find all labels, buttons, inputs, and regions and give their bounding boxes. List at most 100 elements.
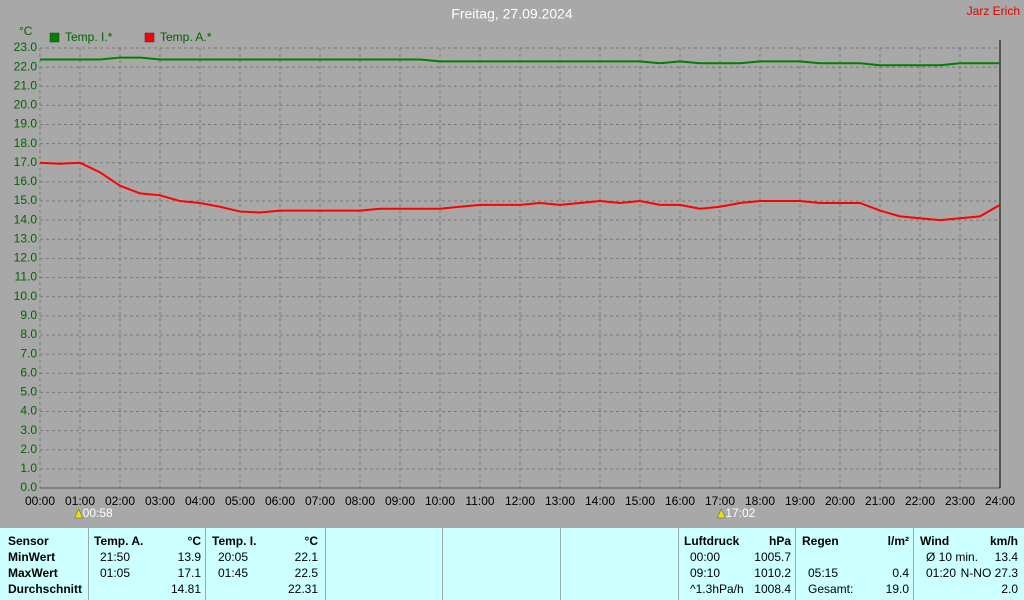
y-tick-label: 5.0 bbox=[20, 385, 37, 399]
x-tick-label: 14:00 bbox=[585, 494, 615, 508]
x-tick-label: 15:00 bbox=[625, 494, 655, 508]
x-tick-label: 01:00 bbox=[65, 494, 95, 508]
y-tick-label: 18.0 bbox=[14, 136, 38, 150]
y-tick-label: 1.0 bbox=[20, 461, 37, 475]
y-tick-label: 0.0 bbox=[20, 480, 37, 494]
table-cell: 00:00 bbox=[690, 550, 721, 564]
annotation-label: 17:02 bbox=[725, 506, 755, 520]
y-tick-label: 20.0 bbox=[14, 98, 38, 112]
column-divider bbox=[205, 528, 206, 600]
y-tick-label: 3.0 bbox=[20, 423, 37, 437]
table-cell: 2.0 bbox=[1001, 582, 1018, 596]
annotation-label: 00:58 bbox=[83, 506, 113, 520]
annotation-icon bbox=[716, 508, 726, 519]
x-tick-label: 24:00 bbox=[985, 494, 1015, 508]
x-tick-label: 06:00 bbox=[265, 494, 295, 508]
legend-swatch bbox=[49, 32, 60, 43]
table-cell: 20:05 bbox=[218, 550, 249, 564]
table-cell: l/m² bbox=[887, 534, 909, 548]
table-cell: °C bbox=[304, 534, 318, 548]
table-cell: 05:15 bbox=[808, 566, 839, 580]
table-cell: ^1.3hPa/h bbox=[690, 582, 744, 596]
x-tick-label: 07:00 bbox=[305, 494, 335, 508]
annotation-icon bbox=[74, 508, 84, 519]
x-tick-label: 00:00 bbox=[25, 494, 55, 508]
table-cell: 13.4 bbox=[994, 550, 1018, 564]
table-cell: 1005.7 bbox=[754, 550, 791, 564]
y-tick-label: 15.0 bbox=[14, 193, 38, 207]
table-cell: Regen bbox=[802, 534, 839, 548]
table-cell: 0.4 bbox=[892, 566, 909, 580]
table-cell: 22.1 bbox=[294, 550, 318, 564]
legend-swatch bbox=[144, 32, 155, 43]
y-tick-label: 17.0 bbox=[14, 155, 38, 169]
x-tick-label: 12:00 bbox=[505, 494, 535, 508]
y-tick-label: 19.0 bbox=[14, 117, 38, 131]
column-divider bbox=[913, 528, 914, 600]
table-cell: 19.0 bbox=[885, 582, 909, 596]
y-tick-label: 21.0 bbox=[14, 78, 38, 92]
table-cell: Ø 10 min. bbox=[926, 550, 979, 564]
table-cell: 14.81 bbox=[170, 582, 201, 596]
x-tick-label: 05:00 bbox=[225, 494, 255, 508]
table-cell: Durchschnitt bbox=[8, 582, 83, 596]
x-tick-label: 23:00 bbox=[945, 494, 975, 508]
x-tick-label: 16:00 bbox=[665, 494, 695, 508]
y-tick-label: 16.0 bbox=[14, 174, 38, 188]
table-cell: 13.9 bbox=[177, 550, 201, 564]
table-cell: 22.5 bbox=[294, 566, 318, 580]
y-tick-label: 14.0 bbox=[14, 212, 38, 226]
series-line bbox=[39, 161, 1001, 222]
y-tick-label: 7.0 bbox=[20, 346, 37, 360]
table-cell: °C bbox=[187, 534, 201, 548]
y-tick-label: 8.0 bbox=[20, 327, 37, 341]
y-tick-label: 6.0 bbox=[20, 365, 37, 379]
y-tick-label: 23.0 bbox=[14, 40, 38, 54]
x-tick-label: 10:00 bbox=[425, 494, 455, 508]
table-cell: km/h bbox=[989, 534, 1018, 548]
table-cell: 22.31 bbox=[287, 582, 318, 596]
x-tick-label: 17:00 bbox=[705, 494, 735, 508]
y-tick-label: 2.0 bbox=[20, 442, 37, 456]
table-cell: 01:20 bbox=[926, 566, 957, 580]
column-divider bbox=[442, 528, 443, 600]
table-cell: Wind bbox=[920, 534, 950, 548]
chart: Freitag, 27.09.2024 Jarz Erich °C 0.0 1.0… bbox=[14, 4, 1020, 520]
x-tick-label: 08:00 bbox=[345, 494, 375, 508]
table-cell: 21:50 bbox=[100, 550, 131, 564]
table-cell: hPa bbox=[768, 534, 791, 548]
table-cell: Sensor bbox=[8, 534, 49, 548]
y-tick-label: 4.0 bbox=[20, 404, 37, 418]
x-tick-label: 19:00 bbox=[785, 494, 815, 508]
author: Jarz Erich bbox=[967, 4, 1020, 18]
table-cell: Temp. I. bbox=[212, 534, 257, 548]
table-cell: 01:45 bbox=[218, 566, 249, 580]
series-line bbox=[40, 56, 1000, 67]
table-cell: N-NO 27.3 bbox=[960, 566, 1018, 580]
table-cell: Luftdruck bbox=[684, 534, 740, 548]
table-cell: 01:05 bbox=[100, 566, 131, 580]
y-tick-label: 22.0 bbox=[14, 59, 38, 73]
y-tick-label: 13.0 bbox=[14, 231, 38, 245]
x-tick-label: 13:00 bbox=[545, 494, 575, 508]
x-tick-label: 20:00 bbox=[825, 494, 855, 508]
y-tick-label: 12.0 bbox=[14, 251, 38, 265]
table-cell: Temp. A. bbox=[94, 534, 144, 548]
y-tick-label: 11.0 bbox=[15, 270, 38, 284]
column-divider bbox=[325, 528, 326, 600]
y-tick-label: 9.0 bbox=[20, 308, 37, 322]
x-tick-label: 04:00 bbox=[185, 494, 215, 508]
x-tick-label: 02:00 bbox=[105, 494, 135, 508]
y-tick-label: 10.0 bbox=[14, 289, 38, 303]
table-cell: 1010.2 bbox=[754, 566, 791, 580]
x-tick-label: 09:00 bbox=[385, 494, 415, 508]
x-tick-label: 11:00 bbox=[465, 494, 494, 508]
table-cell: 17.1 bbox=[177, 566, 201, 580]
table-cell: 09:10 bbox=[690, 566, 721, 580]
column-divider bbox=[88, 528, 89, 600]
legend-label: Temp. I.* bbox=[65, 30, 113, 44]
column-divider bbox=[678, 528, 679, 600]
table-cell: 1008.4 bbox=[754, 582, 791, 596]
stats-table: Sensor MinWert MaxWert Durchschnitt Temp. A.… bbox=[0, 528, 1024, 600]
column-divider bbox=[560, 528, 561, 600]
